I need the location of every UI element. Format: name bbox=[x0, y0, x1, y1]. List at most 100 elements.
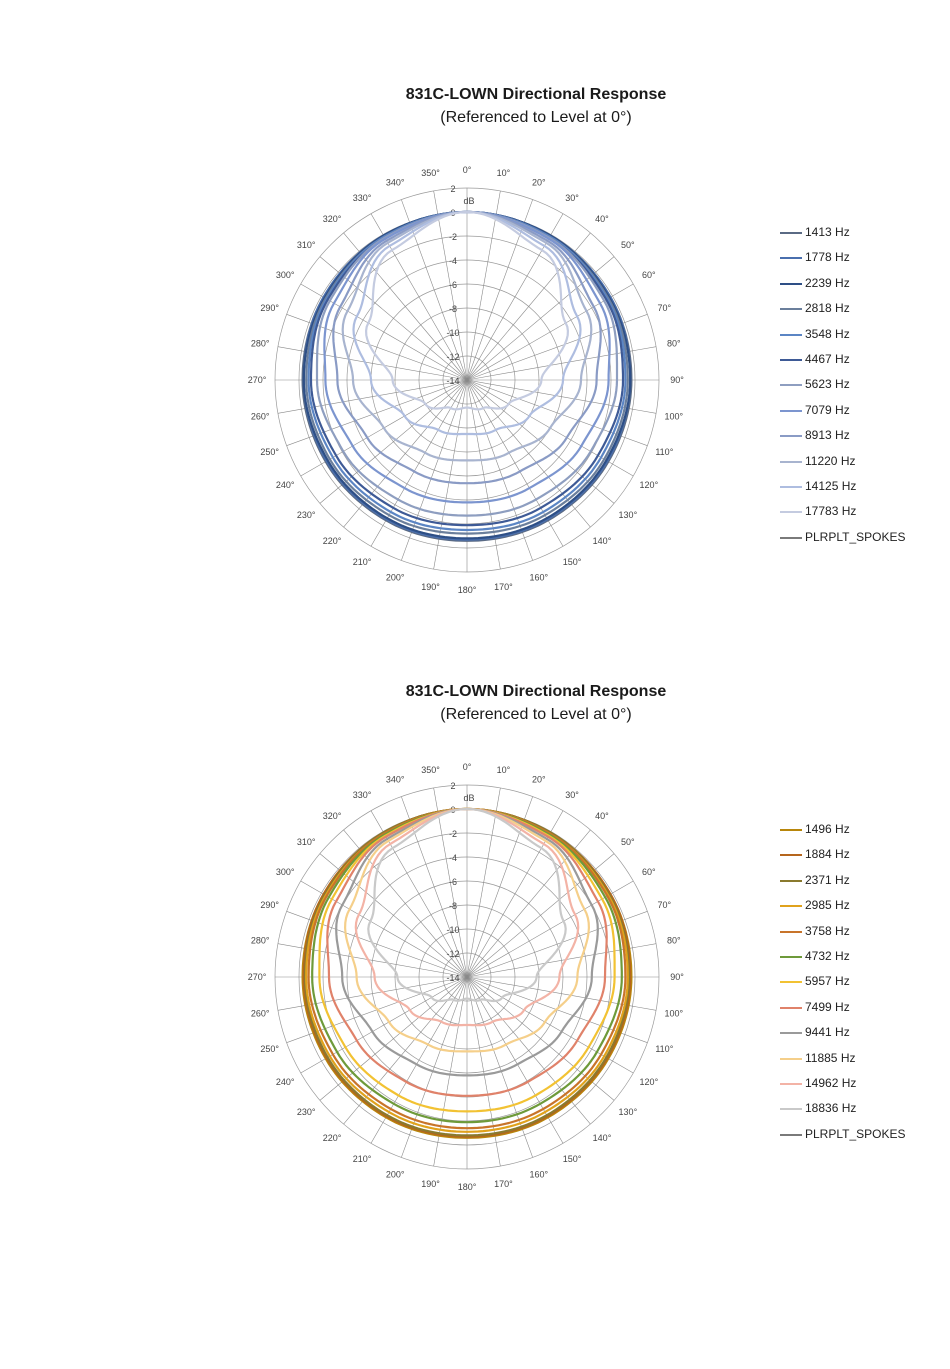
legend-swatch bbox=[780, 384, 802, 387]
radial-tick-label: -12 bbox=[446, 352, 459, 362]
legend-item: 3548 Hz bbox=[780, 327, 940, 342]
legend-swatch bbox=[780, 409, 802, 412]
angle-tick-label: 80° bbox=[667, 936, 681, 946]
legend-label: 7079 Hz bbox=[805, 402, 850, 417]
legend-swatch bbox=[780, 879, 802, 882]
legend-swatch bbox=[780, 1032, 802, 1035]
angle-tick-label: 210° bbox=[353, 557, 372, 567]
angle-tick-label: 280° bbox=[251, 936, 270, 946]
angle-tick-label: 320° bbox=[323, 811, 342, 821]
grid-spoke bbox=[466, 787, 501, 978]
legend-label: 1778 Hz bbox=[805, 250, 850, 265]
angle-tick-label: 100° bbox=[664, 1008, 683, 1018]
legend-swatch bbox=[780, 232, 802, 234]
angle-tick-label: 280° bbox=[251, 339, 270, 349]
angle-tick-label: 240° bbox=[276, 1077, 295, 1087]
legend-label: 11220 Hz bbox=[805, 453, 856, 468]
angle-tick-label: 120° bbox=[640, 480, 659, 490]
legend-label: 14125 Hz bbox=[805, 479, 857, 493]
chart-title: 831C-LOWN Directional Response bbox=[405, 683, 667, 700]
grid-spoke bbox=[401, 976, 468, 1158]
grid-spoke bbox=[466, 976, 533, 1158]
angle-tick-label: 200° bbox=[386, 572, 405, 582]
chart-subtitle: (Referenced to Level at 0°) bbox=[440, 109, 632, 126]
legend-label: 18836 Hz bbox=[805, 1101, 857, 1116]
legend-swatch bbox=[780, 829, 802, 831]
legend-label: 2985 Hz bbox=[805, 898, 850, 913]
angle-tick-label: 300° bbox=[276, 867, 295, 877]
angle-tick-label: 170° bbox=[494, 1179, 513, 1189]
legend-item: 14125 Hz bbox=[780, 479, 940, 494]
angle-tick-label: 30° bbox=[565, 193, 579, 203]
angle-tick-label: 250° bbox=[260, 1044, 279, 1054]
radial-unit-label: dB bbox=[463, 196, 474, 206]
legend-item: 7079 Hz bbox=[780, 402, 940, 418]
angle-tick-label: 150° bbox=[563, 1154, 582, 1164]
series-line bbox=[302, 807, 632, 1138]
series-line bbox=[367, 807, 567, 1003]
angle-tick-label: 60° bbox=[642, 867, 656, 877]
angle-tick-label: 160° bbox=[530, 572, 549, 582]
angle-tick-label: 170° bbox=[494, 582, 513, 592]
radial-tick-label: -12 bbox=[446, 949, 459, 959]
angle-tick-label: 290° bbox=[260, 900, 279, 910]
radial-tick-label: -14 bbox=[446, 376, 459, 386]
angle-tick-label: 140° bbox=[593, 1133, 612, 1143]
legend-swatch bbox=[780, 981, 802, 984]
angle-tick-label: 20° bbox=[532, 775, 546, 785]
legend-item: 8913 Hz bbox=[780, 428, 940, 443]
radial-tick-label: -6 bbox=[449, 280, 457, 290]
angle-tick-label: 340° bbox=[386, 178, 405, 188]
radial-tick-label: -10 bbox=[446, 328, 459, 338]
angle-tick-label: 90° bbox=[670, 972, 684, 982]
angle-tick-label: 0° bbox=[463, 762, 472, 772]
series-line bbox=[332, 210, 602, 485]
legend-label: 5957 Hz bbox=[805, 974, 850, 989]
grid-spoke bbox=[433, 190, 468, 381]
series-line bbox=[354, 807, 580, 1027]
angle-tick-label: 320° bbox=[323, 214, 342, 224]
angle-tick-label: 110° bbox=[655, 1044, 673, 1054]
legend-label: 1496 Hz bbox=[805, 822, 850, 836]
angle-tick-label: 180° bbox=[458, 1182, 477, 1192]
polar-chart-1: 831C-LOWN Directional Response (Referenc… bbox=[0, 80, 950, 680]
angle-tick-label: 130° bbox=[619, 510, 638, 520]
angle-tick-label: 260° bbox=[251, 1008, 270, 1018]
series-line bbox=[315, 210, 619, 517]
series-line bbox=[344, 807, 590, 1053]
angle-tick-label: 190° bbox=[421, 1179, 440, 1189]
legend-label: 5623 Hz bbox=[805, 377, 850, 392]
legend-item: 2818 Hz bbox=[780, 301, 940, 316]
angle-tick-label: 140° bbox=[593, 536, 612, 546]
legend-item: 4467 Hz bbox=[780, 352, 940, 367]
legend-swatch bbox=[780, 1083, 802, 1085]
chart-title: 831C-LOWN Directional Response bbox=[405, 86, 667, 103]
legend-item: 11885 Hz bbox=[780, 1051, 940, 1066]
radial-tick-label: -4 bbox=[449, 256, 457, 266]
legend-label: 17783 Hz bbox=[805, 504, 857, 519]
legend-label: 14962 Hz bbox=[805, 1076, 857, 1090]
series-line bbox=[341, 210, 593, 462]
series-line bbox=[305, 807, 629, 1133]
legend-swatch bbox=[780, 435, 802, 438]
legend-item: 2985 Hz bbox=[780, 898, 940, 913]
legend-item: 3758 Hz bbox=[780, 924, 940, 939]
series-line bbox=[335, 807, 599, 1077]
angle-tick-label: 330° bbox=[353, 790, 372, 800]
series-line bbox=[305, 210, 629, 535]
angle-tick-label: 290° bbox=[260, 303, 279, 313]
legend-label: 1884 Hz bbox=[805, 847, 850, 862]
legend-item: 9441 Hz bbox=[780, 1025, 940, 1040]
angle-tick-label: 110° bbox=[655, 447, 673, 457]
legend-swatch bbox=[780, 511, 802, 514]
legend-item: 11220 Hz bbox=[780, 453, 940, 469]
legend-label: 9441 Hz bbox=[805, 1025, 850, 1040]
radial-tick-label: -6 bbox=[449, 877, 457, 887]
angle-tick-label: 50° bbox=[621, 240, 635, 250]
angle-tick-label: 40° bbox=[595, 214, 609, 224]
legend-label: 7499 Hz bbox=[805, 999, 850, 1014]
legend-swatch bbox=[780, 536, 802, 539]
radial-tick-label: 2 bbox=[450, 184, 455, 194]
angle-tick-label: 310° bbox=[297, 837, 316, 847]
legend-item: 2371 Hz bbox=[780, 873, 940, 888]
